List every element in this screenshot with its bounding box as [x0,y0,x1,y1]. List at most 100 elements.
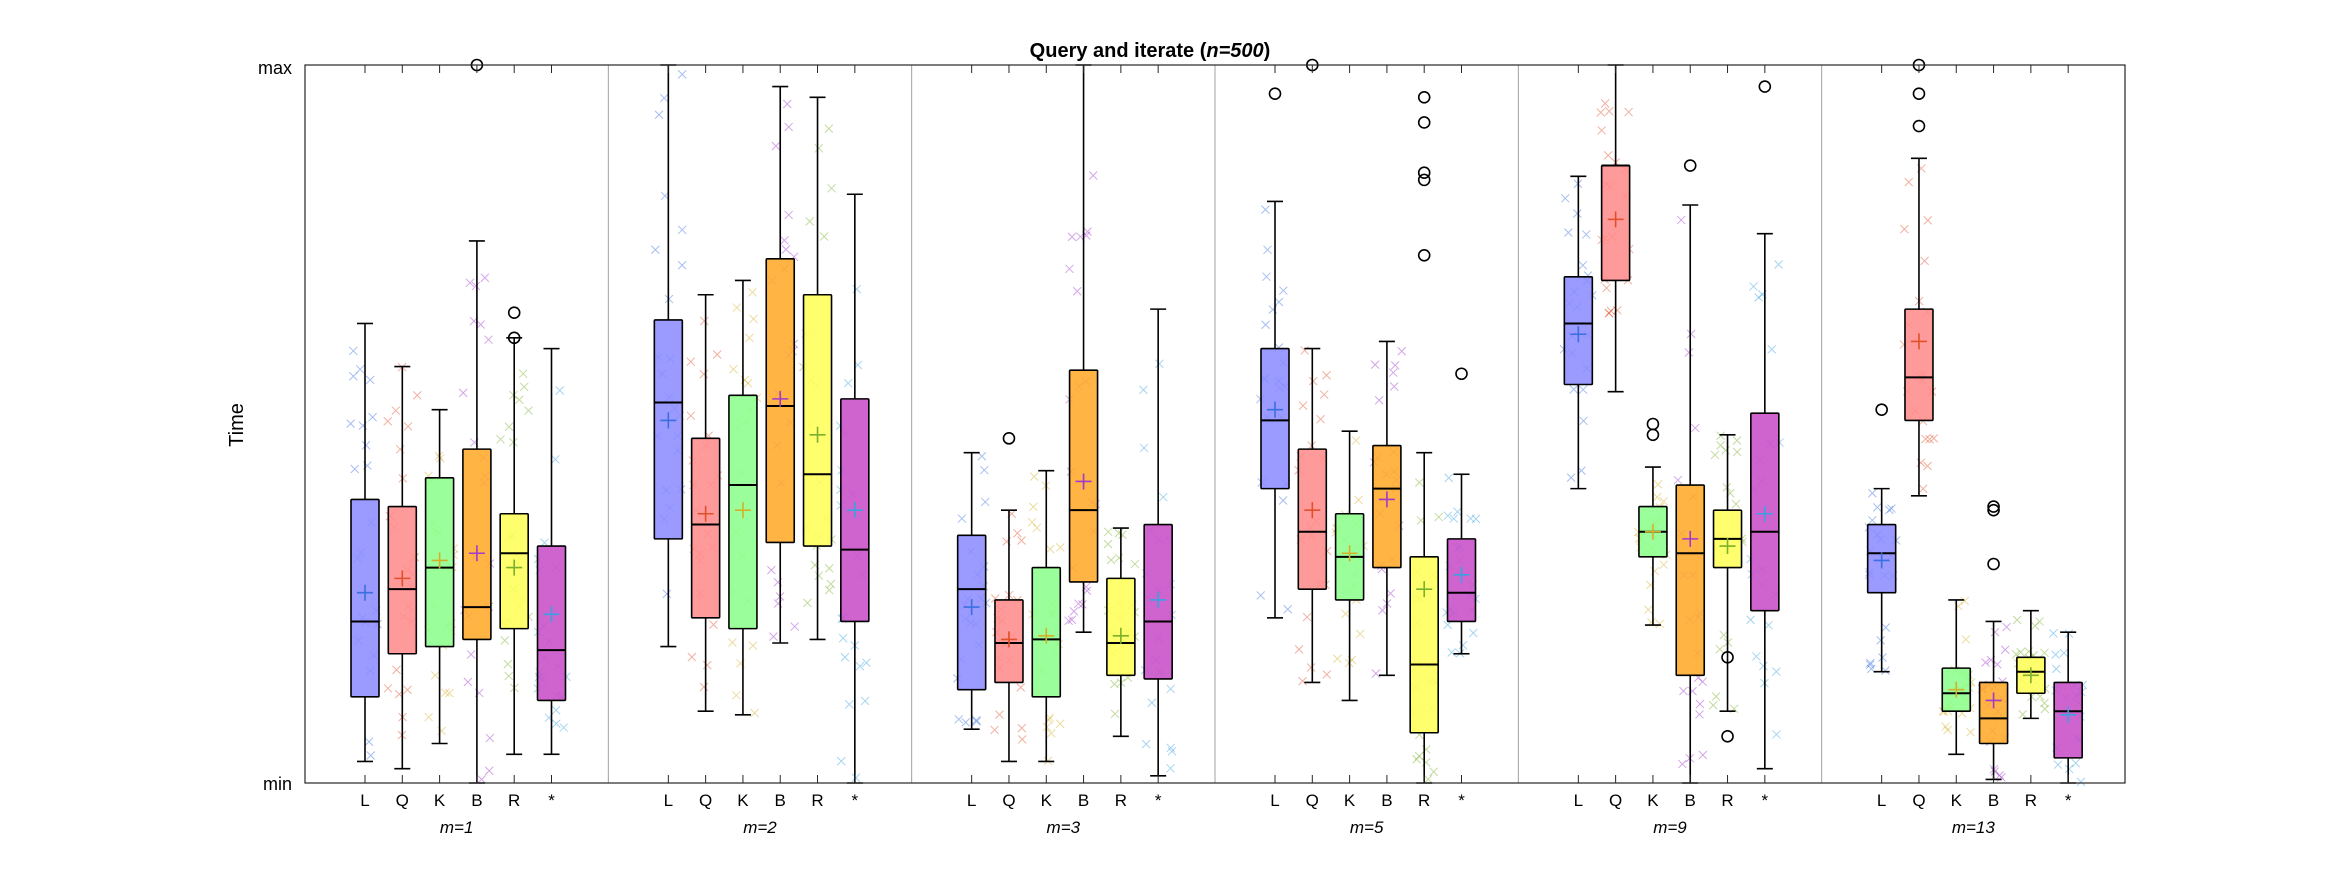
sample-marker [1710,450,1720,460]
mean-marker [357,584,373,601]
sample-marker [1881,623,1891,632]
sample-marker [361,440,371,450]
sample-marker [1389,382,1399,391]
sample-marker [1088,171,1098,180]
sample-marker [1067,232,1077,242]
sample-marker [1604,106,1614,116]
sample-marker [518,369,528,379]
sample-marker [1354,495,1363,505]
outlier-marker [507,306,521,320]
sample-marker [1695,710,1704,719]
sample-marker [1960,596,1970,606]
mean-marker [734,502,751,519]
mean-marker [2022,667,2039,684]
sample-marker [1881,666,1890,675]
sample-marker [519,382,529,392]
sample-marker [1274,297,1284,307]
sample-marker [1434,512,1444,522]
sample-marker [1322,670,1332,679]
box-* [536,545,567,702]
sample-marker [699,682,709,692]
mean-marker [660,412,677,429]
mean-marker [809,426,826,443]
mean-marker [1150,591,1167,608]
mean-marker [1038,627,1055,644]
mean-marker [431,552,448,569]
sample-marker [1074,599,1083,609]
sample-marker [1386,588,1395,598]
category-label: R [2025,791,2037,810]
sample-marker [466,650,476,659]
sample-marker [686,411,696,421]
sample-marker [366,751,376,760]
sample-marker [651,245,660,255]
category-label: K [434,791,446,810]
outlier-marker [1002,432,1016,445]
category-label: K [1951,791,1963,810]
category-label: Q [1912,791,1925,810]
sample-marker [1013,528,1022,538]
sample-marker [383,683,393,693]
sample-marker [1263,245,1272,255]
sample-marker [391,406,401,415]
sample-marker [2048,628,2058,638]
mean-marker [1607,211,1624,228]
sample-marker [1072,286,1082,296]
sample-marker [1941,722,1950,731]
sample-marker [2064,764,2074,774]
sample-marker [1390,361,1400,370]
mean-marker [506,559,523,576]
sample-marker [1341,609,1350,619]
sample-marker [729,364,738,374]
sample-marker [979,465,989,475]
sample-marker [862,658,871,668]
sample-marker [1690,423,1700,433]
sample-marker [1711,692,1721,701]
sample-marker [1992,660,2002,669]
sample-marker [687,652,697,662]
sample-marker [559,723,569,732]
mean-marker [1304,502,1321,519]
category-label: * [1155,791,1162,810]
sample-marker [1308,376,1318,386]
group-label: m=5 [1350,818,1384,837]
sample-marker [1017,723,1027,733]
sample-marker [2071,758,2081,768]
sample-marker [769,632,778,641]
sample-marker [1167,746,1177,756]
sample-marker [728,638,737,647]
box-B [462,448,492,641]
sample-marker [1772,730,1781,739]
sample-marker [712,350,722,359]
sample-marker [1643,605,1653,615]
box-Q [1297,448,1328,590]
sample-marker [784,122,794,132]
sample-marker [441,688,450,697]
category-label: Q [396,791,409,810]
sample-marker [1732,447,1742,457]
sample-marker [1604,308,1614,318]
sample-marker [1397,346,1407,356]
sample-marker [1444,473,1454,483]
mean-marker [1378,491,1395,508]
sample-marker [1458,640,1468,650]
outlier-marker [1721,651,1734,664]
mean-marker [1719,538,1736,555]
box-B [1978,681,2009,745]
sample-marker [1698,750,1708,760]
category-label: Q [699,791,712,810]
sample-marker [1355,629,1365,639]
sample-marker [524,406,533,415]
sample-marker [1719,630,1729,640]
sample-marker [1306,663,1316,672]
sample-marker [782,99,792,109]
sample-marker [1695,699,1705,709]
sample-marker [1659,496,1669,506]
sample-marker [1155,359,1164,369]
box-L [1260,347,1290,490]
sample-marker [1278,286,1288,295]
sample-marker [1298,676,1307,686]
sample-marker [1414,751,1424,761]
sample-marker [551,705,561,715]
sample-marker [1578,385,1588,395]
